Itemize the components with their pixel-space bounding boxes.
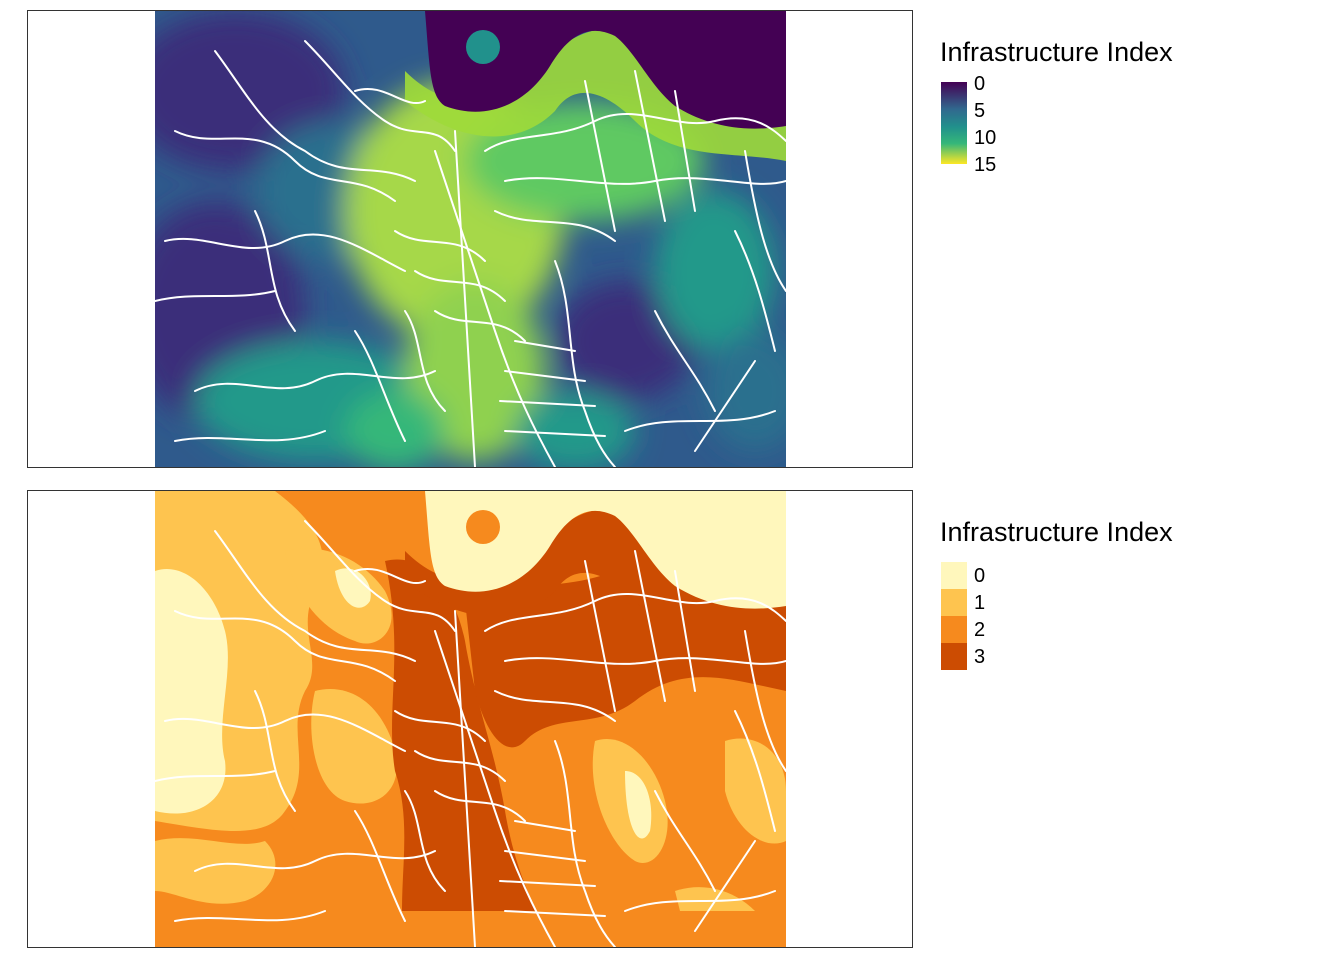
road-network [155, 40, 786, 467]
legend-class-label: 2 [974, 619, 986, 641]
legend-class-swatch [941, 562, 967, 589]
legend-class-label: 1 [974, 592, 986, 614]
legend-continuous: Infrastructure Index 0 5 10 15 [940, 34, 1173, 175]
coast-band [405, 29, 786, 161]
sea-area [425, 491, 786, 609]
sea-area [425, 11, 786, 129]
legend-tick-label: 5 [974, 100, 986, 122]
map-panel-categorical [27, 490, 913, 948]
legend-tick-label: 0 [974, 73, 986, 95]
infrastructure-map-categorical [155, 491, 786, 947]
island [466, 30, 500, 64]
infrastructure-map-continuous [155, 11, 786, 467]
raster-field [155, 11, 786, 467]
legend-tick-label: 15 [974, 154, 997, 176]
coast-band [405, 509, 786, 641]
road-network [155, 520, 786, 947]
island [466, 510, 500, 544]
legend-class-swatch [941, 589, 967, 616]
legend-title: Infrastructure Index [940, 517, 1173, 547]
legend-categorical: Infrastructure Index 0 1 2 3 [940, 514, 1173, 670]
legend-tick-label: 10 [974, 127, 997, 149]
legend-class-swatch [941, 616, 967, 643]
legend-class-label: 3 [974, 646, 986, 668]
legend-title: Infrastructure Index [940, 37, 1173, 67]
map-panel-continuous [27, 10, 913, 468]
legend-class-swatch [941, 643, 967, 670]
legend-class-label: 0 [974, 565, 986, 587]
gradient-color-bar [941, 82, 967, 164]
